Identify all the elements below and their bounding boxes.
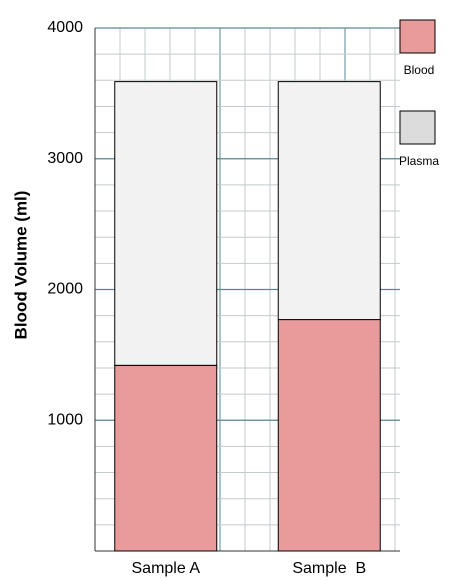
bar-segment bbox=[277, 319, 381, 552]
bar-segment bbox=[114, 81, 218, 366]
x-tick-label: Sample B bbox=[292, 560, 366, 577]
bar-segment bbox=[114, 364, 218, 552]
legend-swatch bbox=[399, 110, 436, 145]
y-tick-label: 1000 bbox=[47, 411, 83, 428]
legend-label: Plasma bbox=[399, 154, 439, 168]
y-axis-label: Blood Volume (ml) bbox=[11, 191, 30, 340]
y-tick-label: 2000 bbox=[47, 281, 83, 298]
legend-label: Blood bbox=[404, 63, 435, 77]
y-tick-label: 3000 bbox=[47, 150, 83, 167]
y-tick-label: 4000 bbox=[47, 19, 83, 36]
x-tick-label: Sample A bbox=[132, 560, 201, 577]
bar-segment bbox=[277, 81, 381, 321]
legend-swatch bbox=[399, 19, 436, 54]
